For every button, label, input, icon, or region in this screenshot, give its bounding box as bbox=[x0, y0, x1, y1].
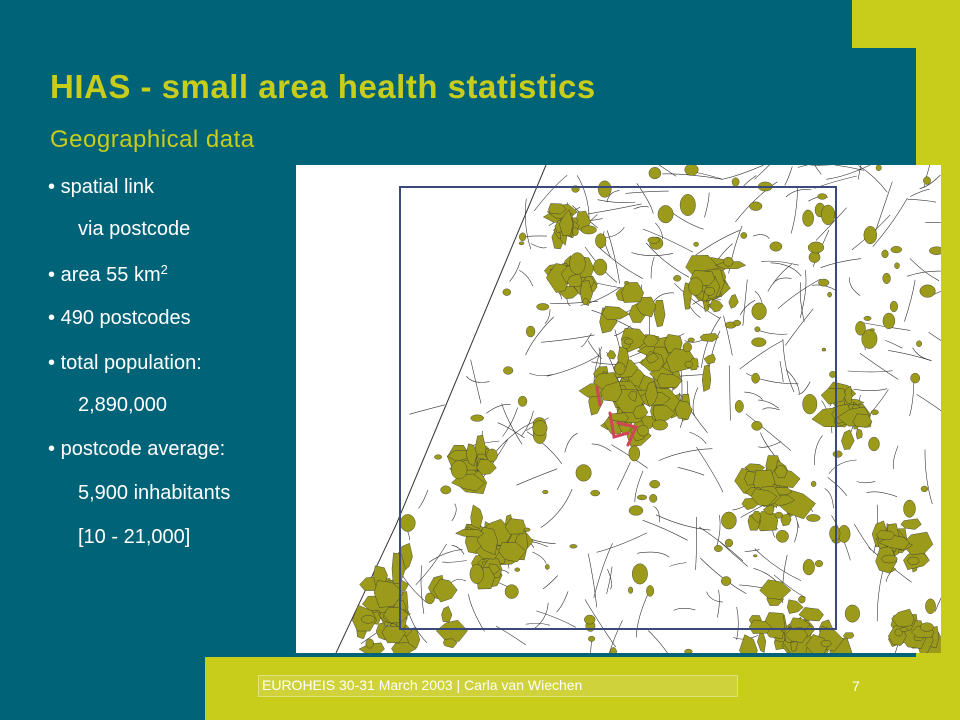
bullet-postcode-average: • postcode average: bbox=[48, 438, 226, 460]
bullet-spatial-link: • spatial link bbox=[48, 176, 154, 198]
bullet-sub-via-postcode: via postcode bbox=[78, 218, 191, 240]
postcode-map bbox=[296, 165, 941, 653]
bullet-sub-inhabitants: 5,900 inhabitants bbox=[78, 482, 231, 504]
bullet-dot: • bbox=[48, 264, 56, 286]
bullet-dot: • bbox=[48, 176, 56, 198]
bullet-dot: • bbox=[48, 307, 56, 329]
annotation-mark bbox=[595, 385, 639, 447]
urban-area-fills bbox=[352, 165, 941, 653]
bullet-sub-population-value: 2,890,000 bbox=[78, 394, 167, 416]
bullet-dot: • bbox=[48, 352, 56, 374]
slide-subtitle: Geographical data bbox=[50, 126, 255, 153]
bullet-postcodes: • 490 postcodes bbox=[48, 307, 191, 329]
footer-text: EUROHEIS 30-31 March 2003 | Carla van Wi… bbox=[262, 677, 583, 693]
bullet-sub-range: [10 - 21,000] bbox=[78, 526, 191, 548]
study-area-frame bbox=[399, 186, 837, 630]
bullet-dot: • bbox=[48, 438, 56, 460]
page-number: 7 bbox=[852, 678, 860, 694]
footer-box bbox=[258, 675, 738, 697]
bullet-area: • area 55 km2 bbox=[48, 262, 168, 286]
bullet-total-population: • total population: bbox=[48, 352, 202, 374]
postcode-map-svg bbox=[335, 165, 941, 653]
slide-title: HIAS - small area health statistics bbox=[50, 68, 596, 105]
